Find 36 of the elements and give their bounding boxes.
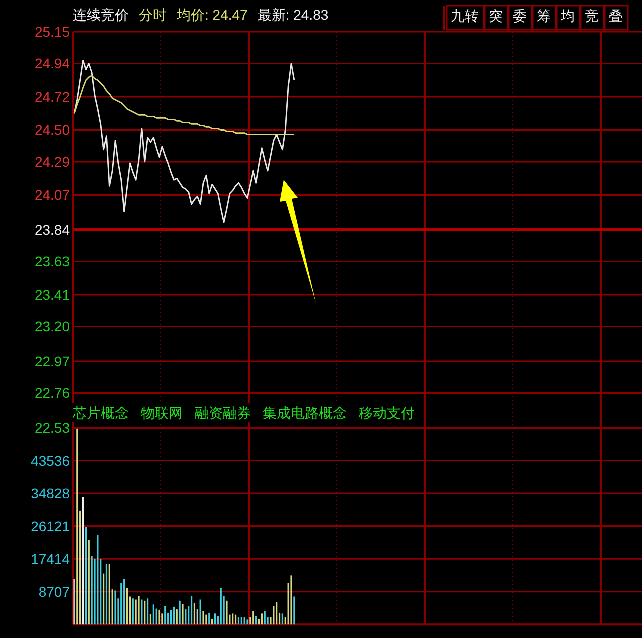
y-tick-label: 22.53 bbox=[34, 420, 70, 436]
y-tick-label: 23.63 bbox=[34, 254, 70, 270]
text: 叠 bbox=[609, 8, 623, 24]
y-tick-label: 26121 bbox=[31, 518, 70, 534]
text: 均价: 24.47 bbox=[176, 7, 248, 23]
y-tick-label: 8707 bbox=[38, 584, 70, 600]
y-tick-label: 24.94 bbox=[34, 56, 70, 72]
line-series bbox=[74, 75, 296, 136]
text: 委 bbox=[513, 8, 527, 24]
annotation: 移动支付 bbox=[359, 405, 415, 421]
y-tick-label: 23.84 bbox=[34, 222, 70, 238]
text: 筹 bbox=[537, 8, 551, 24]
y-tick-label: 43536 bbox=[31, 452, 70, 469]
text: 九转 bbox=[451, 8, 479, 24]
y-tick-label: 17414 bbox=[31, 551, 70, 568]
y-tick-label: 24.50 bbox=[34, 122, 70, 138]
annotation: 集成电路概念 bbox=[263, 405, 347, 421]
annotation: 物联网 bbox=[141, 405, 183, 421]
y-tick-label: 23.41 bbox=[34, 286, 70, 303]
y-tick-label: 24.72 bbox=[34, 88, 70, 105]
text: 突 bbox=[489, 8, 503, 24]
y-tick-label: 25.15 bbox=[34, 24, 70, 40]
y-tick-label: 24.29 bbox=[34, 154, 70, 170]
chart-title: 连续竞价 bbox=[73, 7, 129, 23]
text: 竞 bbox=[585, 8, 599, 24]
line-series bbox=[74, 60, 296, 224]
text: 均 bbox=[560, 8, 575, 24]
text: 最新: 24.83 bbox=[258, 7, 329, 23]
y-tick-label: 22.97 bbox=[34, 353, 70, 370]
y-tick-label: 34828 bbox=[31, 486, 70, 502]
y-tick-label: 24.07 bbox=[34, 187, 70, 204]
chart-subtitle: 分时 bbox=[139, 7, 167, 23]
y-tick-label: 23.20 bbox=[34, 318, 70, 335]
y-tick-label: 22.76 bbox=[34, 385, 70, 402]
annotation: 融资融券 bbox=[195, 405, 251, 421]
annotation: 芯片概念 bbox=[72, 405, 129, 421]
